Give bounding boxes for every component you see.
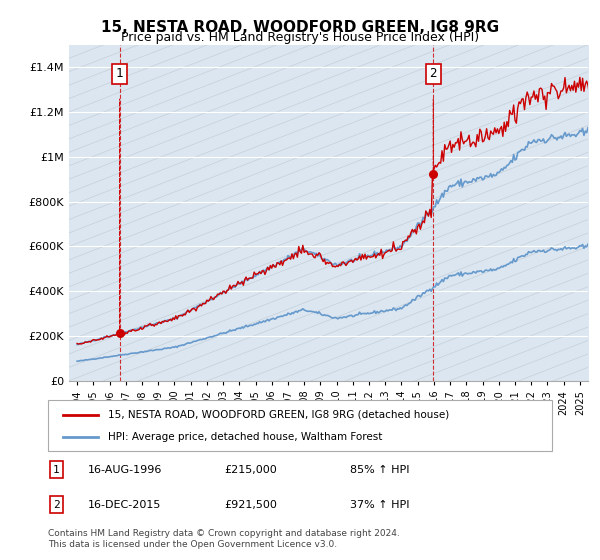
Text: HPI: Average price, detached house, Waltham Forest: HPI: Average price, detached house, Walt…: [109, 432, 383, 442]
Point: [428, 170, 438, 179]
Text: Price paid vs. HM Land Registry's House Price Index (HPI): Price paid vs. HM Land Registry's House …: [121, 31, 479, 44]
Text: 15, NESTA ROAD, WOODFORD GREEN, IG8 9RG: 15, NESTA ROAD, WOODFORD GREEN, IG8 9RG: [101, 20, 499, 35]
Text: 15, NESTA ROAD, WOODFORD GREEN, IG8 9RG (detached house): 15, NESTA ROAD, WOODFORD GREEN, IG8 9RG …: [109, 409, 450, 419]
Text: £921,500: £921,500: [224, 500, 277, 510]
Text: 37% ↑ HPI: 37% ↑ HPI: [350, 500, 410, 510]
Text: 16-DEC-2015: 16-DEC-2015: [88, 500, 161, 510]
Text: £215,000: £215,000: [224, 465, 277, 475]
Point: [115, 328, 124, 337]
Text: 2: 2: [430, 67, 437, 81]
Text: 16-AUG-1996: 16-AUG-1996: [88, 465, 163, 475]
Text: 1: 1: [53, 465, 60, 475]
Text: Contains HM Land Registry data © Crown copyright and database right 2024.
This d: Contains HM Land Registry data © Crown c…: [48, 529, 400, 549]
FancyBboxPatch shape: [48, 400, 552, 451]
Text: 2: 2: [53, 500, 60, 510]
Text: 1: 1: [116, 67, 124, 81]
Text: 85% ↑ HPI: 85% ↑ HPI: [350, 465, 410, 475]
